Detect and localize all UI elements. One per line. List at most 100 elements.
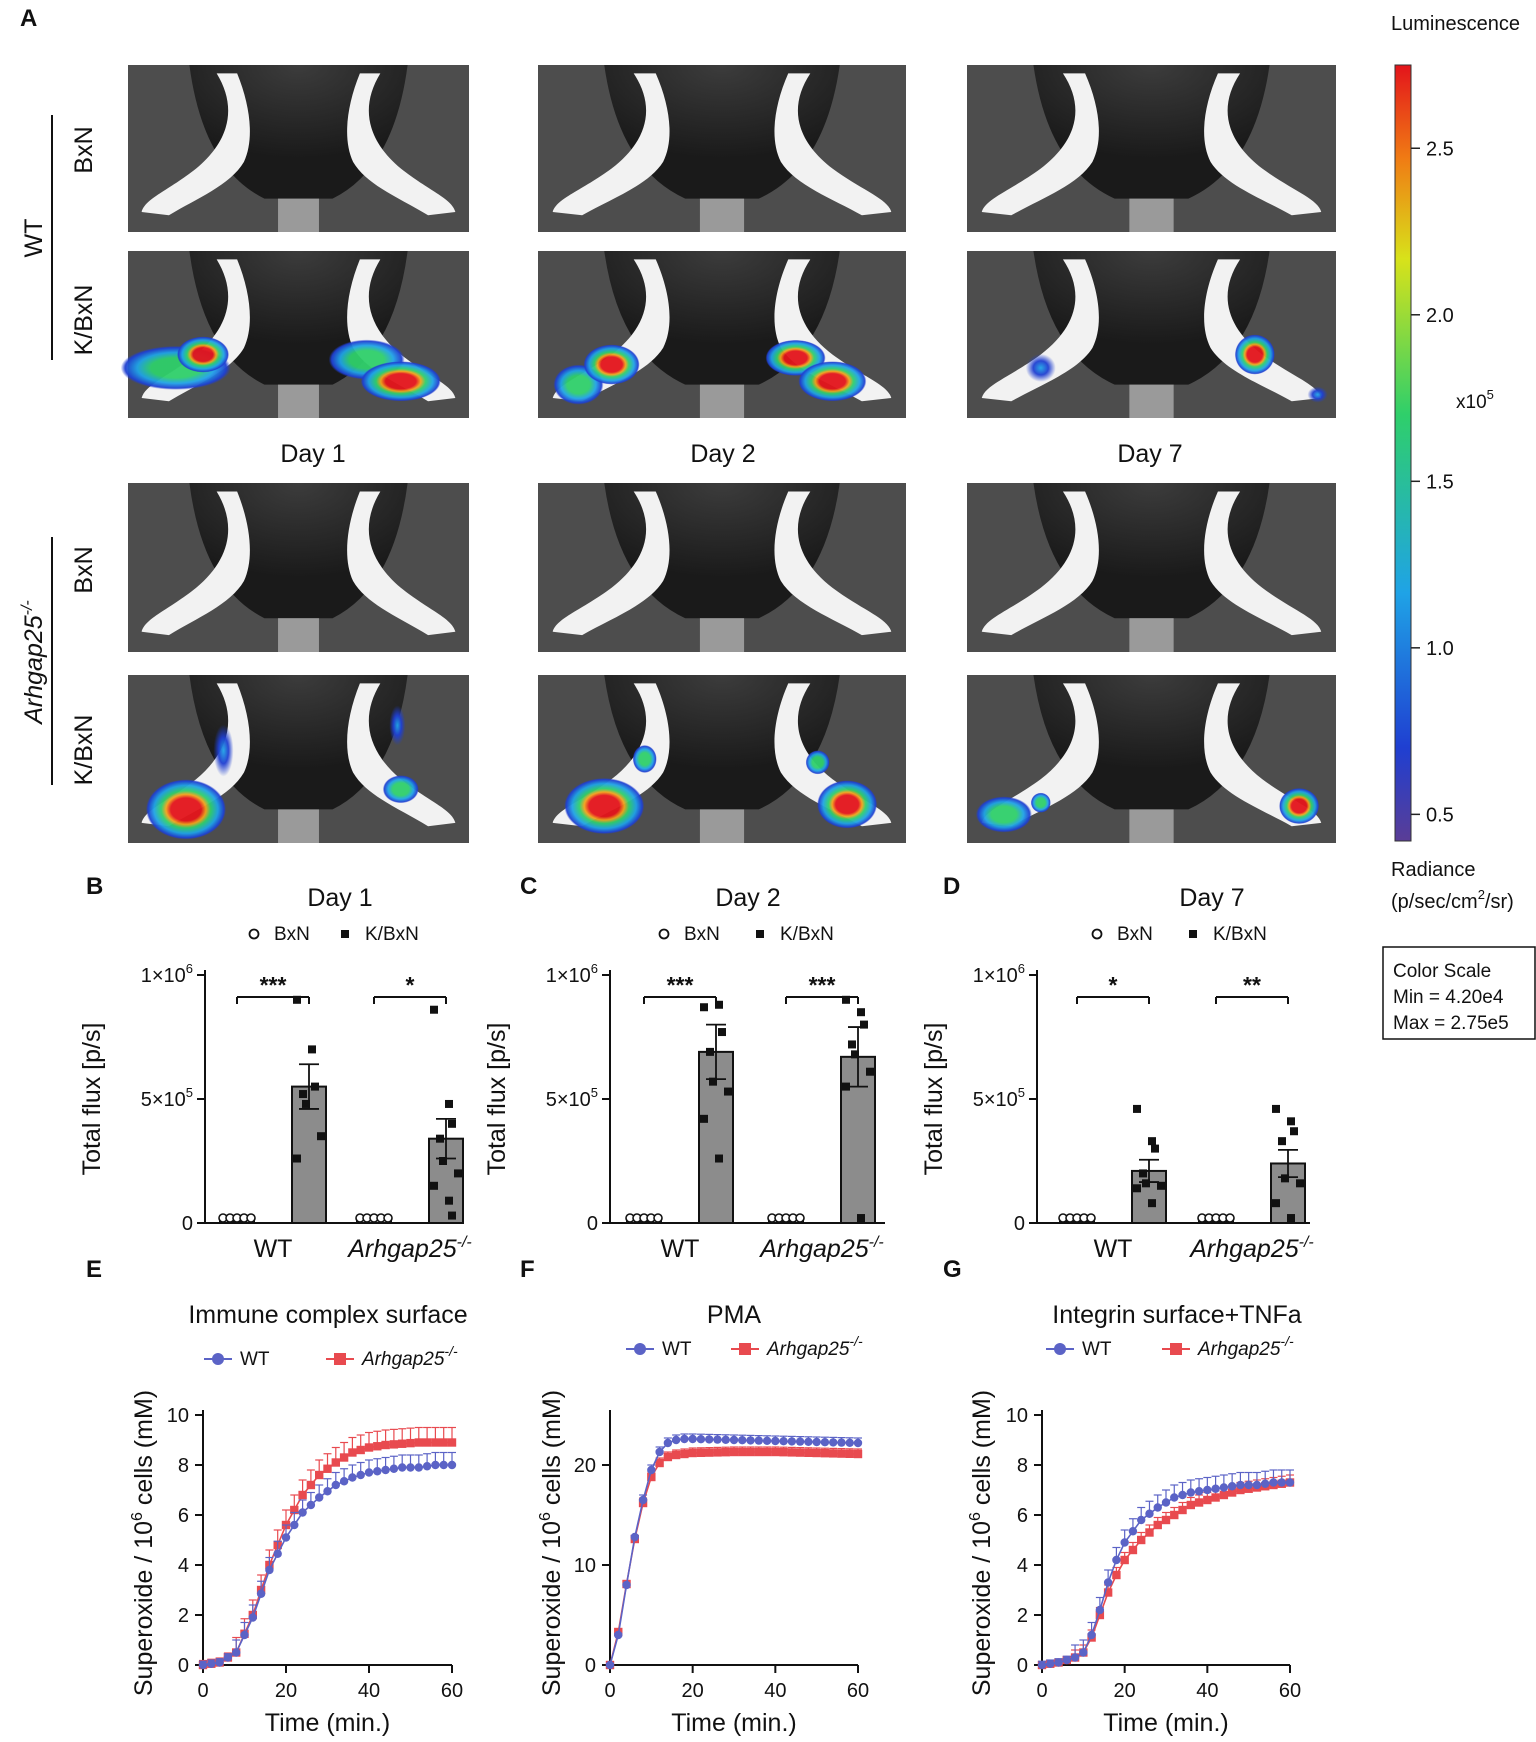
data-point-bxn xyxy=(383,1213,393,1223)
colorbar-tick-label: 2.0 xyxy=(1426,305,1454,327)
series-wt xyxy=(1037,1469,1295,1670)
data-point xyxy=(198,1660,208,1670)
data-point xyxy=(705,1448,714,1457)
x-tick-label: 40 xyxy=(1196,1680,1218,1702)
data-point xyxy=(356,1445,365,1455)
row-label-wt-bxn: BxN xyxy=(70,126,98,173)
right-hind-paw xyxy=(774,73,892,216)
left-hind-paw xyxy=(981,683,1099,827)
data-point xyxy=(795,1448,805,1457)
data-point xyxy=(356,1470,365,1480)
data-point xyxy=(339,1477,349,1486)
y-label-end: cells (mM) xyxy=(538,1390,566,1512)
data-point xyxy=(688,1434,697,1444)
series-ko xyxy=(605,1446,863,1670)
data-point xyxy=(738,1436,747,1445)
legend-label: Arhgap25-/- xyxy=(1197,1333,1294,1360)
category-label: WT xyxy=(1094,1235,1133,1263)
mouse-image xyxy=(120,251,469,418)
mouse-image xyxy=(128,675,469,843)
y-tick-mantissa: 1×10 xyxy=(141,965,186,987)
mouse-image xyxy=(128,65,469,232)
series-wt xyxy=(198,1451,457,1670)
y-tick-label: 8 xyxy=(178,1455,189,1477)
legend-marker-ko xyxy=(1170,1343,1182,1355)
data-point xyxy=(1103,1578,1113,1587)
mouse-image xyxy=(538,251,906,418)
category-label: Arhgap25-/- xyxy=(1188,1234,1314,1263)
chart-f: PMA WT Arhgap25-/- 0 20 40 60 0 10 20 Time (min.) S… xyxy=(537,1301,869,1737)
data-point xyxy=(630,1532,639,1542)
data-point xyxy=(713,1448,722,1457)
radiance-unit: (p/sec/cm2/sr) xyxy=(1391,887,1514,913)
color-scale-title: Color Scale xyxy=(1393,961,1491,982)
legend-label-bxn: BxN xyxy=(684,924,720,945)
significance-stars: *** xyxy=(667,972,694,998)
y-axis-label: Total flux [p/s] xyxy=(483,1023,511,1176)
legend-label: Arhgap25-/- xyxy=(766,1333,863,1360)
legend-text: WT xyxy=(240,1349,270,1370)
data-point xyxy=(1062,1655,1072,1665)
data-point xyxy=(422,1462,432,1471)
y-tick-label: 10 xyxy=(167,1405,189,1427)
legend-marker-bxn xyxy=(248,928,260,940)
left-hind-paw xyxy=(552,259,670,402)
y-tick-mantissa: 0 xyxy=(587,1213,598,1235)
data-point xyxy=(1161,1515,1171,1525)
data-point-kbxn xyxy=(842,1082,850,1091)
data-point xyxy=(1046,1659,1055,1668)
data-point xyxy=(414,1438,423,1447)
chart-title: PMA xyxy=(707,1301,762,1329)
data-point-kbxn xyxy=(448,1119,456,1128)
y-tick-label: 1×106 xyxy=(141,961,193,987)
data-point xyxy=(638,1495,648,1505)
luminescence-signal xyxy=(975,796,1032,833)
left-hind-paw xyxy=(552,73,670,216)
data-point xyxy=(281,1533,291,1542)
right-hind-paw xyxy=(347,683,456,827)
data-point xyxy=(845,1449,854,1458)
data-point xyxy=(655,1458,664,1468)
mouse-tail xyxy=(699,618,745,652)
data-point-kbxn xyxy=(715,1000,723,1009)
panel-letter-a: A xyxy=(20,5,37,32)
legend-marker-ko xyxy=(334,1353,346,1365)
mouse-image xyxy=(128,483,469,652)
y-tick-label: 0 xyxy=(587,1213,598,1235)
data-point xyxy=(1203,1495,1212,1505)
x-tick-label: 40 xyxy=(764,1680,786,1702)
data-point xyxy=(381,1465,390,1475)
data-point xyxy=(1236,1480,1245,1490)
category-text: Arhgap25 xyxy=(758,1235,869,1263)
significance-stars: *** xyxy=(260,972,287,998)
data-point-kbxn xyxy=(1151,1144,1159,1153)
data-point-kbxn xyxy=(718,1028,726,1037)
data-point xyxy=(721,1448,730,1457)
left-hind-paw xyxy=(981,259,1099,402)
data-point-kbxn xyxy=(851,1050,859,1059)
series-wt xyxy=(605,1433,863,1670)
category-label: Arhgap25-/- xyxy=(758,1234,884,1263)
left-hind-paw xyxy=(981,73,1099,216)
significance-stars: * xyxy=(406,972,415,998)
data-point xyxy=(688,1448,697,1458)
mouse-tail xyxy=(699,809,745,843)
data-point xyxy=(1244,1480,1253,1490)
data-point-bxn xyxy=(653,1213,663,1223)
y-tick-label: 20 xyxy=(574,1455,596,1477)
data-point-kbxn xyxy=(860,1020,868,1029)
data-point xyxy=(853,1438,863,1448)
data-point xyxy=(1211,1484,1220,1493)
data-point-bxn xyxy=(795,1213,805,1223)
category-label: WT xyxy=(661,1235,700,1263)
y-tick-label: 2 xyxy=(1017,1605,1028,1627)
data-point xyxy=(364,1468,374,1477)
significance-stars: *** xyxy=(809,972,836,998)
data-point xyxy=(339,1453,349,1462)
data-point xyxy=(1285,1478,1295,1487)
series-line xyxy=(1041,1481,1291,1666)
data-point xyxy=(1203,1485,1212,1495)
data-point-kbxn xyxy=(848,1040,856,1049)
data-point xyxy=(1145,1509,1154,1518)
legend-superscript: -/- xyxy=(444,1343,458,1359)
